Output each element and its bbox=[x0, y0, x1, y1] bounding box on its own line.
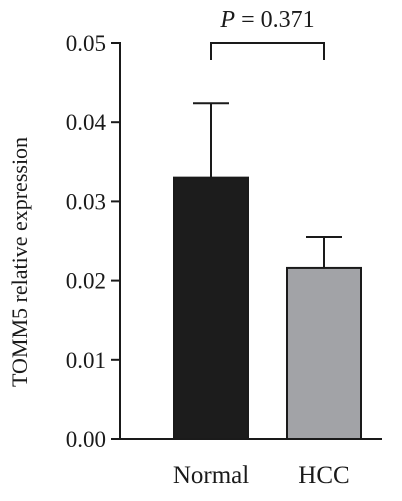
bracket-line bbox=[210, 42, 325, 60]
p-symbol: P bbox=[219, 7, 235, 33]
y-tick-label: 0.00 bbox=[66, 427, 106, 452]
y-tick-label: 0.01 bbox=[66, 348, 106, 373]
y-tick-label: 0.05 bbox=[66, 31, 106, 56]
p-value-text: = 0.371 bbox=[235, 7, 315, 33]
y-tick-label: 0.03 bbox=[66, 189, 106, 214]
bar-hcc bbox=[286, 266, 362, 441]
bars-group bbox=[173, 176, 362, 441]
p-value-annotation: P = 0.371 bbox=[219, 7, 314, 33]
bar-normal bbox=[173, 176, 249, 440]
y-tick-label: 0.04 bbox=[66, 110, 107, 135]
category-label: Normal bbox=[173, 462, 249, 489]
y-axis-title: TOMM5 relative expression bbox=[7, 137, 32, 387]
y-axis-ticks: 0.00 0.01 0.02 0.03 0.04 0.05 bbox=[66, 31, 120, 452]
category-labels: Normal HCC bbox=[173, 462, 350, 489]
significance-bracket: P = 0.371 bbox=[210, 7, 325, 60]
y-tick-label: 0.02 bbox=[66, 269, 106, 294]
error-bars-group bbox=[193, 102, 342, 268]
category-label: HCC bbox=[298, 462, 349, 489]
